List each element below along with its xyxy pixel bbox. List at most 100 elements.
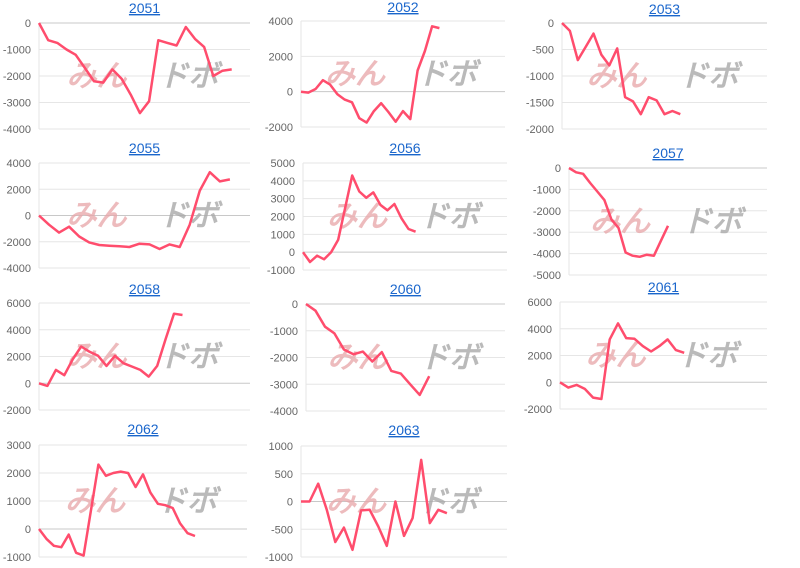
y-tick-label: 0 — [25, 211, 31, 223]
watermark-logo: みん — [587, 60, 648, 93]
y-tick-label: 0 — [25, 524, 31, 536]
y-tick-label: 0 — [555, 163, 561, 175]
watermark-logo: みん — [67, 200, 128, 233]
y-tick-label: 0 — [548, 18, 554, 30]
y-tick-label: 0 — [287, 497, 293, 509]
y-tick-label: 2000 — [269, 51, 293, 63]
y-tick-label: 4000 — [7, 325, 31, 337]
watermark-logo: ドボ — [419, 201, 484, 234]
y-tick-label: -2000 — [265, 122, 293, 134]
series-line — [38, 170, 231, 251]
y-tick-label: -4000 — [3, 263, 31, 275]
chart-title-link[interactable]: 2052 — [387, 0, 418, 15]
series-line — [568, 166, 670, 259]
watermark-logo: ドボ — [417, 58, 482, 91]
chart-title-link[interactable]: 2057 — [652, 145, 683, 161]
chart-title-link[interactable]: 2053 — [649, 1, 680, 17]
chart-2056: 2056 5000 4000 3000 2000 1000 0 -1000 みん ドボ — [267, 140, 507, 277]
y-tick-label: 1000 — [7, 496, 31, 508]
y-tick-label: -3000 — [3, 98, 31, 110]
y-tick-label: 0 — [289, 247, 295, 259]
y-tick-label: 2000 — [7, 468, 31, 480]
y-tick-label: 2000 — [7, 352, 31, 364]
series-line — [300, 25, 440, 124]
watermark-logo: ドボ — [678, 340, 743, 373]
chart-2061: 2061 6000 4000 2000 0 -2000 みん ドボ — [524, 279, 767, 416]
y-tick-label: -500 — [532, 45, 554, 57]
series-line — [38, 312, 183, 388]
watermark-logo: みん — [327, 201, 388, 234]
watermark-logo: みん — [328, 342, 389, 375]
y-tick-label: 4000 — [7, 158, 31, 170]
y-tick-label: 3000 — [7, 440, 31, 452]
series-line — [305, 302, 431, 397]
watermark-logo: ドボ — [679, 60, 744, 93]
series-line — [38, 463, 196, 557]
chart-title-link[interactable]: 2062 — [127, 421, 158, 437]
y-tick-label: -1000 — [270, 326, 298, 338]
y-tick-label: 500 — [275, 469, 293, 481]
watermark-logo: みん — [325, 58, 386, 91]
watermark-logo: みん — [67, 60, 128, 93]
y-tick-label: 0 — [287, 87, 293, 99]
y-tick-label: -4000 — [533, 249, 561, 261]
chart-2062: 2062 3000 2000 1000 0 -1000 みん ドボ — [3, 421, 247, 564]
chart-title-link[interactable]: 2056 — [389, 140, 420, 156]
watermark-logo: みん — [326, 486, 387, 519]
watermark-logo: みん — [65, 485, 126, 518]
y-tick-label: 4000 — [271, 176, 295, 188]
watermark-logo: みん — [586, 340, 647, 373]
chart-title-link[interactable]: 2063 — [388, 422, 419, 438]
y-tick-label: -2000 — [3, 237, 31, 249]
y-tick-label: -1000 — [3, 45, 31, 57]
y-tick-label: -1500 — [526, 98, 554, 110]
y-tick-label: 3000 — [271, 194, 295, 206]
y-tick-label: 0 — [546, 377, 552, 389]
y-tick-label: 1000 — [271, 229, 295, 241]
y-tick-label: -3000 — [270, 379, 298, 391]
series-line — [301, 458, 448, 552]
y-tick-label: -500 — [271, 524, 293, 536]
y-tick-label: 0 — [25, 18, 31, 30]
watermark-logo: ドボ — [682, 206, 747, 239]
y-tick-label: 1000 — [269, 441, 293, 453]
y-tick-label: -4000 — [270, 406, 298, 418]
y-tick-label: 0 — [292, 299, 298, 311]
y-tick-label: -2000 — [3, 405, 31, 417]
y-tick-label: 4000 — [269, 16, 293, 28]
y-tick-label: -1000 — [533, 184, 561, 196]
watermark-logo: ドボ — [157, 485, 222, 518]
chart-title-link[interactable]: 2060 — [390, 281, 421, 297]
y-tick-label: 6000 — [528, 297, 552, 309]
y-tick-label: -2000 — [270, 353, 298, 365]
y-tick-label: -4000 — [3, 124, 31, 136]
y-tick-label: 2000 — [7, 184, 31, 196]
y-tick-label: -1000 — [526, 71, 554, 83]
y-tick-label: -2000 — [526, 124, 554, 136]
y-tick-label: 0 — [25, 378, 31, 390]
chart-2052: 2052 4000 2000 0 -2000 みん ドボ — [265, 0, 505, 134]
y-tick-label: 2000 — [271, 212, 295, 224]
y-tick-label: -5000 — [533, 270, 561, 282]
series-line — [301, 174, 417, 264]
y-tick-label: -1000 — [3, 552, 31, 564]
chart-title-link[interactable]: 2061 — [648, 279, 679, 295]
chart-2053: 2053 0 -500 -1000 -1500 -2000 みん ドボ — [526, 1, 767, 136]
chart-title-link[interactable]: 2055 — [129, 140, 160, 156]
y-tick-label: -3000 — [533, 227, 561, 239]
series-line — [37, 22, 232, 115]
chart-title-link[interactable]: 2058 — [129, 281, 160, 297]
watermark-logo: ドボ — [159, 341, 224, 374]
y-tick-label: -1000 — [267, 265, 295, 277]
y-tick-label: 5000 — [271, 158, 295, 170]
chart-title-link[interactable]: 2051 — [129, 0, 160, 16]
chart-2060: 2060 0 -1000 -2000 -3000 -4000 みん ドボ — [270, 281, 505, 418]
y-tick-label: 4000 — [528, 324, 552, 336]
y-tick-label: -2000 — [533, 206, 561, 218]
